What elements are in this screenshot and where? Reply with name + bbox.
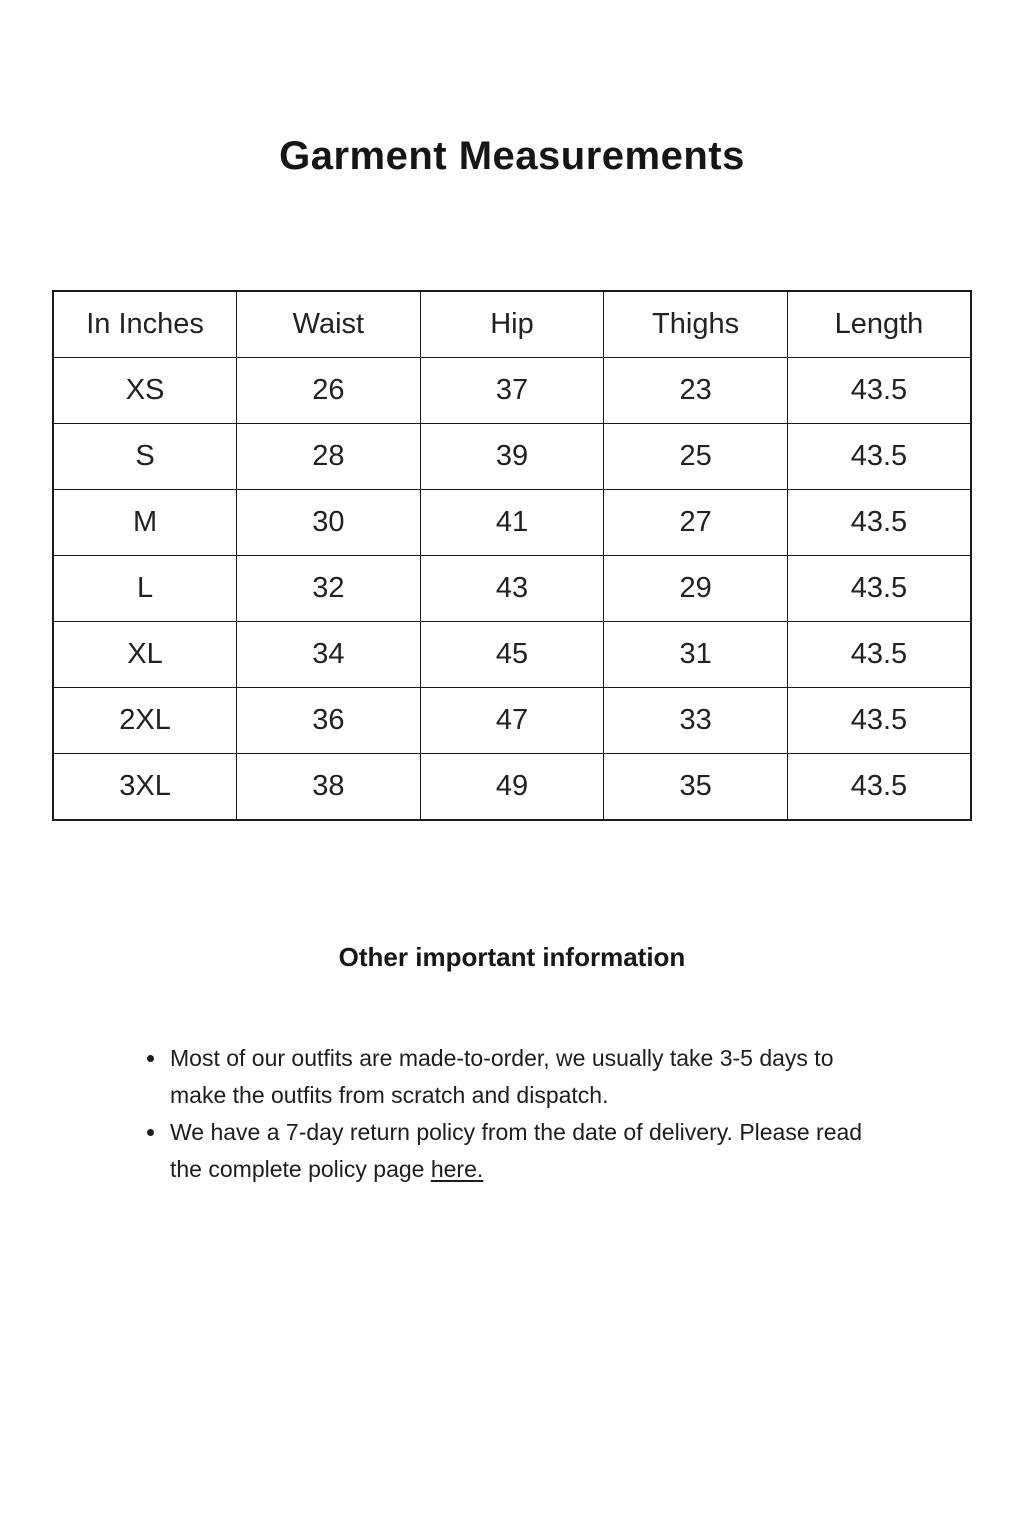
garment-measurements-table: In Inches Waist Hip Thighs Length XS 26 … (52, 290, 972, 821)
hip-value: 43 (419, 555, 605, 622)
hip-value: 47 (419, 687, 605, 754)
hip-value: 39 (419, 423, 605, 490)
table-row-l: L 32 43 29 43.5 (52, 555, 972, 622)
size-label: M (52, 489, 238, 556)
length-value: 43.5 (786, 753, 972, 821)
size-label: XS (52, 357, 238, 424)
waist-value: 32 (236, 555, 421, 622)
size-label: S (52, 423, 238, 490)
size-label: 3XL (52, 753, 238, 821)
waist-value: 34 (236, 621, 421, 688)
hip-value: 45 (419, 621, 605, 688)
waist-value: 30 (236, 489, 421, 556)
other-info-heading: Other important information (338, 942, 686, 972)
thigh-value: 35 (603, 753, 788, 821)
thigh-value: 29 (603, 555, 788, 622)
thigh-value: 33 (603, 687, 788, 754)
waist-value: 38 (236, 753, 421, 821)
bullet-text: Most of our outfits are made-to-order, w… (170, 1045, 834, 1108)
thigh-value: 27 (603, 489, 788, 556)
table-row-s: S 28 39 25 43.5 (52, 423, 972, 490)
length-value: 43.5 (786, 489, 972, 556)
thigh-value: 25 (603, 423, 788, 490)
table-row-2xl: 2XL 36 47 33 43.5 (52, 687, 972, 754)
list-item-return-policy: We have a 7-day return policy from the d… (168, 1114, 878, 1188)
list-item-made-to-order: Most of our outfits are made-to-order, w… (168, 1040, 878, 1114)
length-value: 43.5 (786, 357, 972, 424)
column-header-length: Length (786, 290, 972, 358)
length-value: 43.5 (786, 555, 972, 622)
bullet-text: We have a 7-day return policy from the d… (170, 1119, 863, 1182)
hip-value: 41 (419, 489, 605, 556)
table-header-row: In Inches Waist Hip Thighs Length (52, 290, 972, 358)
table-row-3xl: 3XL 38 49 35 43.5 (52, 753, 972, 821)
size-label: L (52, 555, 238, 622)
column-header-hip: Hip (419, 290, 605, 358)
hip-value: 49 (419, 753, 605, 821)
table-row-m: M 30 41 27 43.5 (52, 489, 972, 556)
size-label: XL (52, 621, 238, 688)
table-row-xl: XL 34 45 31 43.5 (52, 621, 972, 688)
length-value: 43.5 (786, 423, 972, 490)
waist-value: 28 (236, 423, 421, 490)
table-row-xs: XS 26 37 23 43.5 (52, 357, 972, 424)
page-title: Garment Measurements (279, 134, 745, 178)
column-header-thighs: Thighs (603, 290, 788, 358)
waist-value: 36 (236, 687, 421, 754)
length-value: 43.5 (786, 621, 972, 688)
column-header-in-inches: In Inches (52, 290, 238, 358)
size-label: 2XL (52, 687, 238, 754)
waist-value: 26 (236, 357, 421, 424)
policy-page-link[interactable]: here. (430, 1156, 484, 1182)
thigh-value: 31 (603, 621, 788, 688)
column-header-waist: Waist (236, 290, 421, 358)
thigh-value: 23 (603, 357, 788, 424)
other-info-list: Most of our outfits are made-to-order, w… (140, 1040, 878, 1188)
length-value: 43.5 (786, 687, 972, 754)
hip-value: 37 (419, 357, 605, 424)
